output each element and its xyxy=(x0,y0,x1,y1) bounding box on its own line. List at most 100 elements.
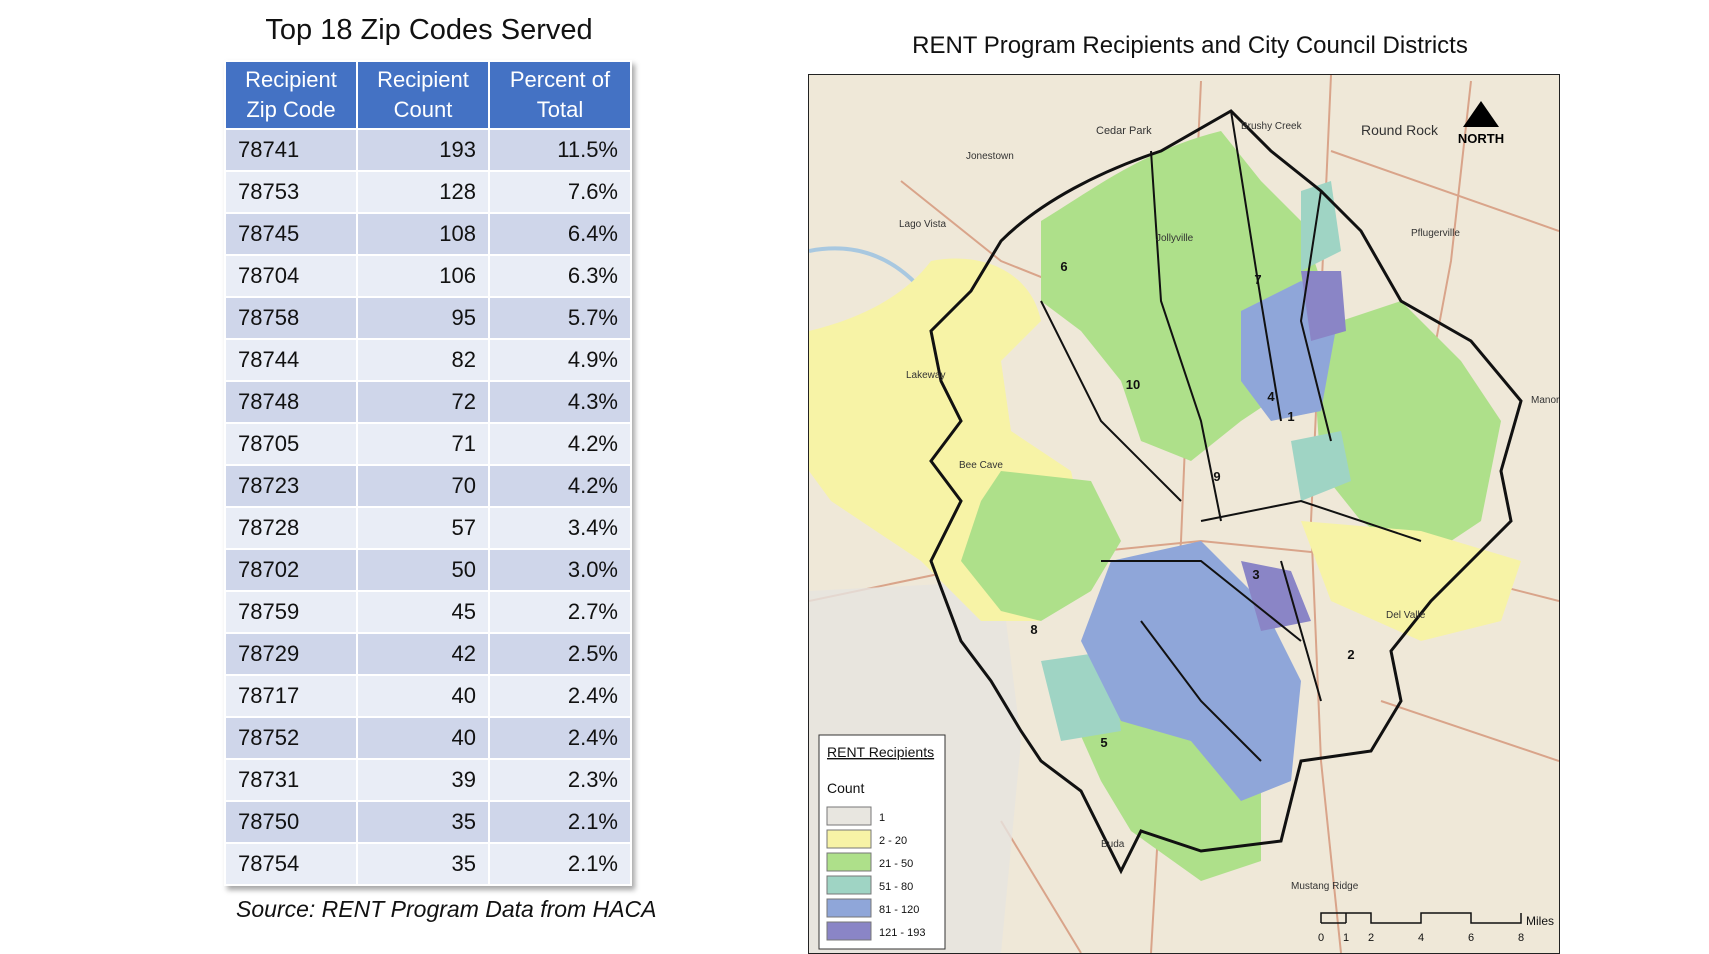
percent-cell: 2.3% xyxy=(489,760,630,800)
table-row: 78750 35 2.1% xyxy=(226,802,630,842)
count-cell: 40 xyxy=(357,676,488,716)
region-purple-north xyxy=(1301,271,1346,341)
zip-cell: 78754 xyxy=(226,844,356,884)
count-cell: 106 xyxy=(357,256,488,296)
region-green-west xyxy=(961,471,1121,621)
table-row: 78705 71 4.2% xyxy=(226,424,630,464)
scale-tick-label: 6 xyxy=(1468,932,1474,944)
legend-swatch xyxy=(826,829,872,849)
count-cell: 72 xyxy=(357,382,488,422)
zip-cell: 78705 xyxy=(226,424,356,464)
district-label-5: 5 xyxy=(1100,735,1107,750)
table-row: 78717 40 2.4% xyxy=(226,676,630,716)
table-row: 78704 106 6.3% xyxy=(226,256,630,296)
legend-swatch xyxy=(826,921,872,941)
district-labels: 1 2 3 4 5 6 7 8 9 10 xyxy=(1030,259,1354,750)
zip-cell: 78702 xyxy=(226,550,356,590)
district-label-1: 1 xyxy=(1287,409,1294,424)
place-label: Cedar Park xyxy=(1096,125,1152,137)
zip-cell: 78704 xyxy=(226,256,356,296)
zip-cell: 78758 xyxy=(226,298,356,338)
percent-cell: 4.2% xyxy=(489,466,630,506)
scale-bar-line xyxy=(1320,912,1522,924)
region-yellow-east xyxy=(1301,521,1521,641)
scale-ticks: 0 1 2 4 6 8 xyxy=(1318,932,1524,944)
percent-cell: 3.0% xyxy=(489,550,630,590)
legend-items: 1 2 - 20 21 - 50 51 - 80 81 - 120 121 - 193 xyxy=(826,806,925,941)
zip-cell: 78753 xyxy=(226,172,356,212)
table-row: 78754 35 2.1% xyxy=(226,844,630,884)
table-row: 78731 39 2.3% xyxy=(226,760,630,800)
count-cell: 71 xyxy=(357,424,488,464)
count-cell: 39 xyxy=(357,760,488,800)
map-frame: Cedar Park Brushy Creek Round Rock Jonestow… xyxy=(808,74,1560,954)
percent-cell: 4.9% xyxy=(489,340,630,380)
zip-cell: 78723 xyxy=(226,466,356,506)
legend-title: RENT Recipients xyxy=(827,744,934,760)
table-row: 78758 95 5.7% xyxy=(226,298,630,338)
north-arrow-icon xyxy=(1463,101,1499,127)
header-zip: Recipient Zip Code xyxy=(226,62,356,128)
source-note: Source: RENT Program Data from HACA xyxy=(236,896,657,922)
legend-label: 121 - 193 xyxy=(879,927,925,939)
table-row: 78759 45 2.7% xyxy=(226,592,630,632)
table-row: 78723 70 4.2% xyxy=(226,466,630,506)
zip-cell: 78759 xyxy=(226,592,356,632)
place-labels: Cedar Park Brushy Creek Round Rock Jonestow… xyxy=(899,121,1559,892)
zip-cell: 78731 xyxy=(226,760,356,800)
percent-cell: 6.4% xyxy=(489,214,630,254)
place-label: Brushy Creek xyxy=(1241,121,1303,132)
percent-cell: 11.5% xyxy=(489,130,630,170)
table-title: Top 18 Zip Codes Served xyxy=(265,14,593,46)
count-cell: 40 xyxy=(357,718,488,758)
zip-cell: 78750 xyxy=(226,802,356,842)
percent-cell: 2.1% xyxy=(489,802,630,842)
north-arrow: NORTH xyxy=(1458,101,1504,146)
count-cell: 70 xyxy=(357,466,488,506)
north-label: NORTH xyxy=(1458,131,1504,146)
table-row: 78745 108 6.4% xyxy=(226,214,630,254)
place-label: Bee Cave xyxy=(959,460,1003,471)
percent-cell: 2.4% xyxy=(489,718,630,758)
place-label: Jollyville xyxy=(1156,233,1194,244)
legend-swatch xyxy=(826,875,872,895)
place-label: Jonestown xyxy=(966,151,1014,162)
district-label-2: 2 xyxy=(1347,647,1354,662)
table-row: 78753 128 7.6% xyxy=(226,172,630,212)
percent-cell: 3.4% xyxy=(489,508,630,548)
district-label-9: 9 xyxy=(1213,469,1220,484)
legend-label: 51 - 80 xyxy=(879,881,913,893)
table-body: 78741 193 11.5% 78753 128 7.6% 78745 108 6.4% 787… xyxy=(226,130,630,884)
region-purple-east xyxy=(1241,561,1311,631)
legend-swatch xyxy=(826,852,872,872)
district-label-3: 3 xyxy=(1252,567,1259,582)
percent-cell: 2.5% xyxy=(489,634,630,674)
count-cell: 35 xyxy=(357,844,488,884)
table-row: 78729 42 2.5% xyxy=(226,634,630,674)
percent-cell: 2.4% xyxy=(489,676,630,716)
district-label-8: 8 xyxy=(1030,622,1037,637)
table-row: 78728 57 3.4% xyxy=(226,508,630,548)
place-label: Buda xyxy=(1101,839,1125,850)
zip-cell: 78729 xyxy=(226,634,356,674)
table-row: 78752 40 2.4% xyxy=(226,718,630,758)
count-cell: 45 xyxy=(357,592,488,632)
legend-label: 81 - 120 xyxy=(879,904,919,916)
table-row: 78741 193 11.5% xyxy=(226,130,630,170)
zip-code-table: Recipient Zip Code Recipient Count Perce… xyxy=(224,60,632,886)
zip-cell: 78748 xyxy=(226,382,356,422)
district-label-6: 6 xyxy=(1060,259,1067,274)
district-label-10: 10 xyxy=(1126,377,1140,392)
count-cell: 50 xyxy=(357,550,488,590)
map-title: RENT Program Recipients and City Council… xyxy=(912,32,1468,59)
count-cell: 42 xyxy=(357,634,488,674)
place-label: Lakeway xyxy=(906,370,945,381)
zip-cell: 78744 xyxy=(226,340,356,380)
place-label: Lago Vista xyxy=(899,219,947,230)
legend-swatch xyxy=(826,806,872,826)
scale-tick-label: 2 xyxy=(1368,932,1374,944)
zip-cell: 78717 xyxy=(226,676,356,716)
place-label: Del Valle xyxy=(1386,610,1426,621)
map-legend: RENT Recipients Count 1 2 - 20 21 - 50 51 -… xyxy=(818,734,946,950)
count-cell: 57 xyxy=(357,508,488,548)
